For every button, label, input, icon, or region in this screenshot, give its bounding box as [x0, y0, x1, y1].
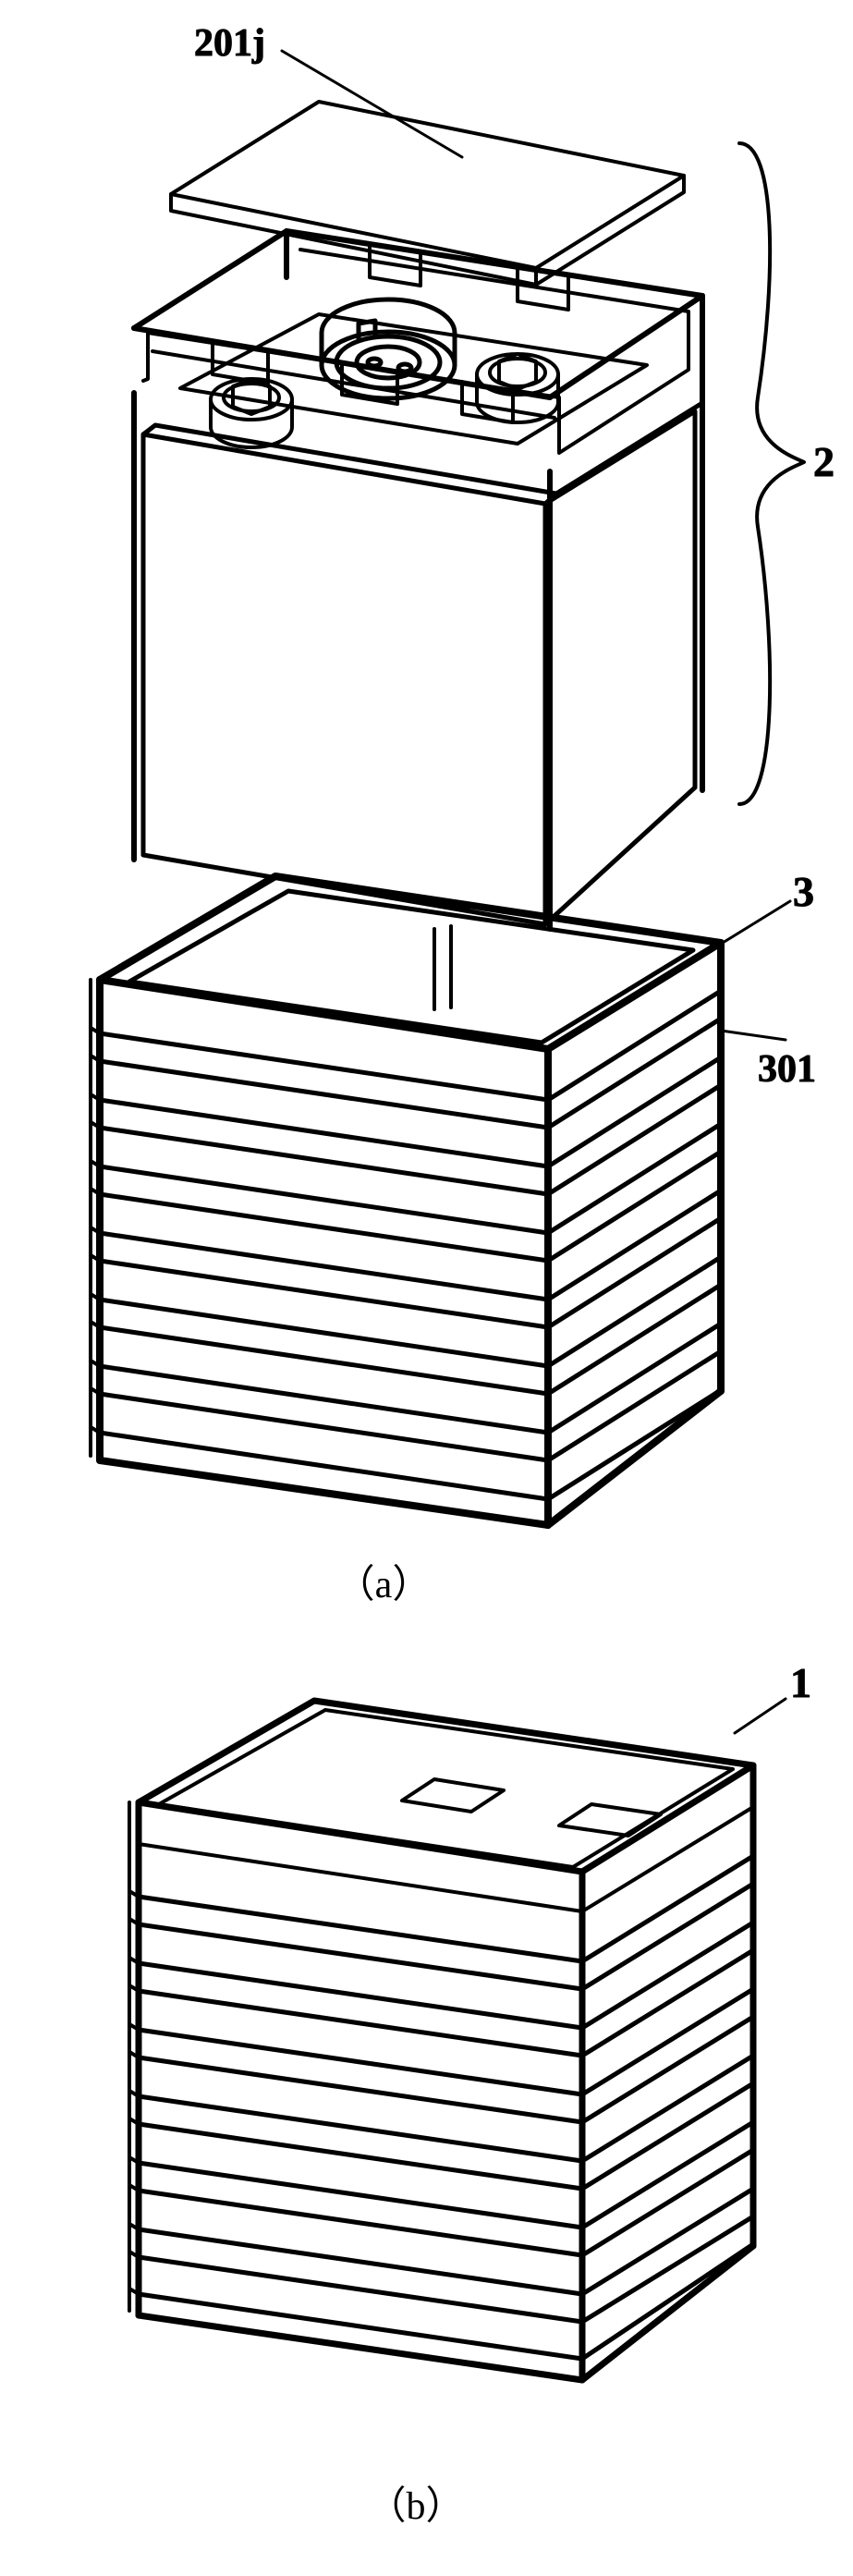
caption-b: （b） — [367, 2485, 464, 2528]
caption-a: （a） — [336, 1564, 432, 1606]
label-housing: 3 — [793, 868, 814, 915]
figure-a: 201j — [0, 0, 853, 1608]
assembled-unit — [129, 1701, 753, 2380]
label-assembly: 1 — [790, 1659, 811, 1706]
label-upper-assembly: 2 — [813, 438, 835, 485]
upper-assembly — [134, 231, 702, 929]
lower-housing — [91, 876, 721, 1525]
figure-canvas: 201j — [0, 0, 853, 2576]
front-ribs — [100, 1033, 548, 1499]
figure-b: 1 （b） — [0, 1636, 853, 2560]
front-ribs-b — [139, 1897, 582, 2359]
label-top-plate: 201j — [194, 22, 265, 65]
side-ribs — [548, 991, 721, 1499]
side-ribs-b — [582, 1856, 753, 2359]
brace-2 — [739, 143, 804, 804]
label-rib: 301 — [758, 1048, 816, 1091]
